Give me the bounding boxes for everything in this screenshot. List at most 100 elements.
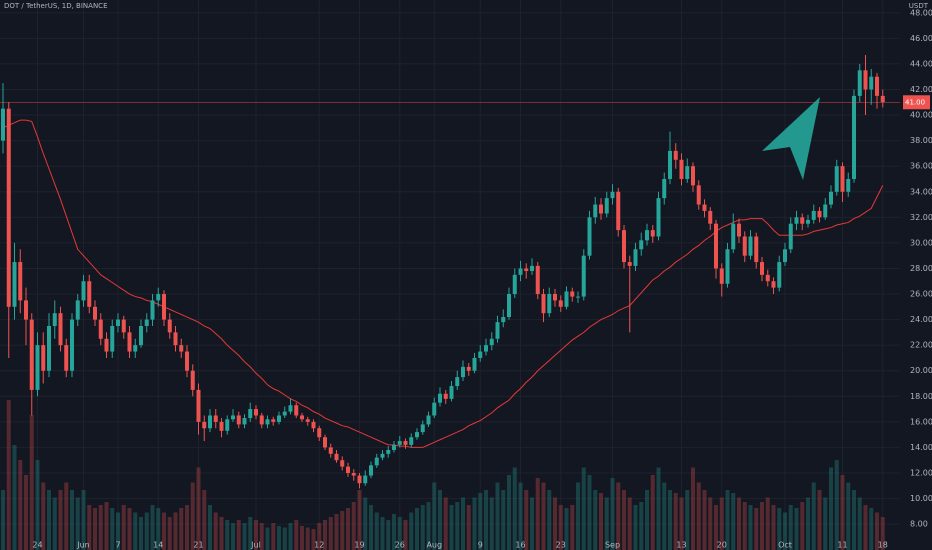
grid: [0, 0, 900, 535]
volume-bar: [771, 505, 776, 550]
candle-body: [231, 415, 235, 420]
volume-bar: [765, 497, 770, 550]
candle-body: [788, 223, 793, 250]
volume-bar: [156, 508, 161, 550]
candle-body: [535, 265, 540, 295]
volume-bar: [208, 505, 212, 550]
candle-body: [104, 338, 109, 352]
volume-bar: [231, 523, 235, 550]
x-tick-label: 16: [515, 541, 525, 550]
volume-bar: [783, 512, 787, 550]
candle-body: [242, 418, 247, 425]
candle-body: [627, 262, 632, 266]
candle-body: [616, 191, 621, 231]
candle-body: [771, 281, 776, 288]
candle-body: [213, 415, 218, 422]
volume-bar: [334, 514, 339, 550]
x-tick-label: 11: [837, 541, 847, 550]
volume-bar: [173, 512, 178, 550]
volume-bar: [708, 497, 713, 550]
volume-bar: [167, 517, 172, 550]
candle-body: [461, 366, 465, 378]
volume-bar: [593, 490, 598, 550]
volume-bar: [248, 517, 253, 550]
candle-body: [12, 262, 17, 307]
candle-body: [656, 198, 661, 237]
volume-bar: [47, 490, 51, 550]
candle-body: [81, 281, 86, 301]
volume-bar: [880, 517, 885, 550]
volume-bar: [265, 527, 270, 550]
volume-bar: [351, 502, 356, 550]
candle-body: [783, 249, 787, 263]
volume-bar: [409, 512, 414, 550]
candle-body: [409, 437, 414, 445]
y-tick-label: 20.00: [910, 366, 932, 375]
candle-body: [811, 210, 816, 220]
volume-bar: [547, 490, 552, 550]
volume-bar: [535, 478, 540, 550]
volume-bar: [305, 527, 310, 550]
volume-bar: [645, 490, 649, 550]
volume-bar: [714, 505, 718, 550]
candle-body: [167, 319, 172, 333]
volume-bar: [668, 490, 672, 550]
volume-bar: [426, 502, 431, 550]
candle-body: [806, 219, 810, 224]
volume-bar: [75, 497, 80, 550]
volume-bar: [794, 508, 799, 550]
candle-body: [622, 230, 626, 263]
candle-body: [507, 294, 511, 318]
volume-bar: [553, 497, 557, 550]
volume-bar: [466, 505, 471, 550]
volume-bar: [570, 505, 575, 550]
volume-bar: [139, 517, 143, 550]
candle-body: [47, 325, 51, 371]
volume-bar: [558, 505, 563, 550]
volume-bar: [150, 505, 155, 550]
candle-body: [420, 424, 425, 433]
candle-body: [185, 351, 189, 371]
volume-bar: [622, 490, 626, 550]
candle-body: [455, 377, 460, 387]
volume-bar: [495, 482, 500, 550]
volume-bar: [650, 475, 655, 550]
candle-body: [6, 108, 11, 307]
candle-body: [133, 345, 138, 352]
candle-body: [288, 405, 293, 412]
candle-body: [340, 460, 345, 467]
candle-body: [875, 76, 879, 96]
candle-body: [403, 441, 408, 445]
volume-bar: [811, 482, 816, 550]
candle-body: [880, 95, 885, 103]
candle-body: [714, 223, 718, 269]
candle-body: [219, 421, 224, 431]
volume-bar: [24, 475, 28, 550]
volume-bar: [852, 490, 856, 550]
price-axis: 8.00 10.00 12.00 14.00 16.00 18.00 20.00 22.00 2…: [32, 8, 932, 549]
volume-bar: [754, 508, 759, 550]
volume-bar: [70, 490, 74, 550]
volume-bar: [127, 508, 132, 550]
y-tick-label: 48.00: [910, 8, 932, 17]
volume-bar: [748, 505, 753, 550]
candle-body: [397, 441, 402, 445]
candle-body: [190, 370, 195, 390]
candle-body: [748, 236, 753, 256]
candle-body: [823, 204, 828, 218]
volume-bar: [530, 497, 534, 550]
candle-body: [305, 419, 310, 422]
candle-body: [374, 457, 379, 466]
volume-bar: [133, 512, 138, 550]
volume-bar: [288, 523, 293, 550]
volume-bar: [604, 497, 609, 550]
volume-bar: [599, 493, 603, 550]
volume-bar: [432, 482, 437, 550]
candle-body: [346, 466, 350, 473]
y-tick-label: 30.00: [910, 238, 932, 247]
candle-body: [570, 291, 575, 297]
candle-body: [829, 191, 833, 205]
volume-bar: [777, 508, 782, 550]
volume-bar: [633, 505, 638, 550]
volume-bar: [1, 490, 5, 550]
